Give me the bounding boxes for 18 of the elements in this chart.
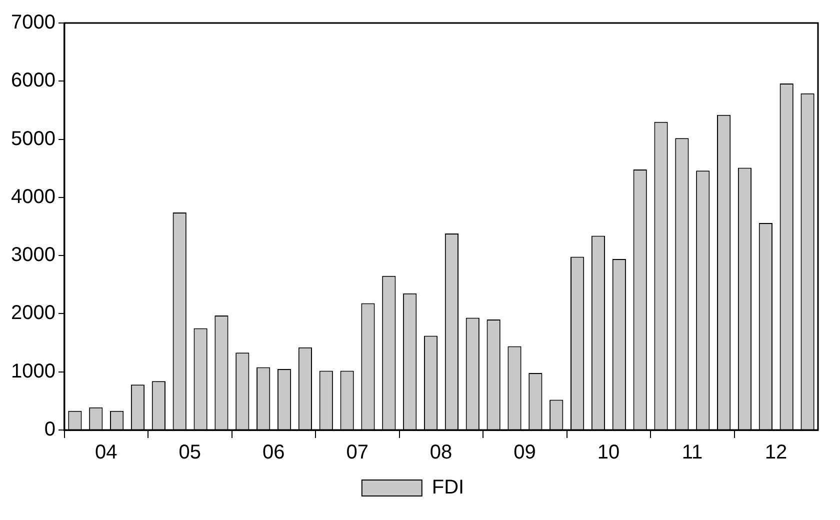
y-tick-label: 0 (44, 418, 56, 441)
y-tick-label: 3000 (10, 244, 56, 266)
y-tick-label: 5000 (10, 128, 56, 150)
x-tick-label: 09 (514, 442, 536, 464)
x-tick-label: 11 (682, 442, 703, 464)
x-tick-label: 08 (430, 442, 452, 464)
x-tick-label: 05 (178, 442, 202, 464)
x-tick-label: 12 (764, 442, 788, 464)
y-tick-label: 4000 (10, 186, 56, 208)
y-tick-label: 1000 (10, 360, 56, 382)
y-tick-label: 6000 (10, 70, 56, 92)
y-tick-label: 7000 (10, 12, 56, 34)
x-tick-label: 04 (95, 442, 118, 464)
y-tick-label: 2000 (10, 302, 56, 324)
x-tick-label: 10 (597, 442, 620, 464)
legend-label: FDI (432, 476, 464, 499)
x-tick-label: 06 (262, 442, 285, 464)
x-tick-label: 07 (346, 442, 368, 464)
